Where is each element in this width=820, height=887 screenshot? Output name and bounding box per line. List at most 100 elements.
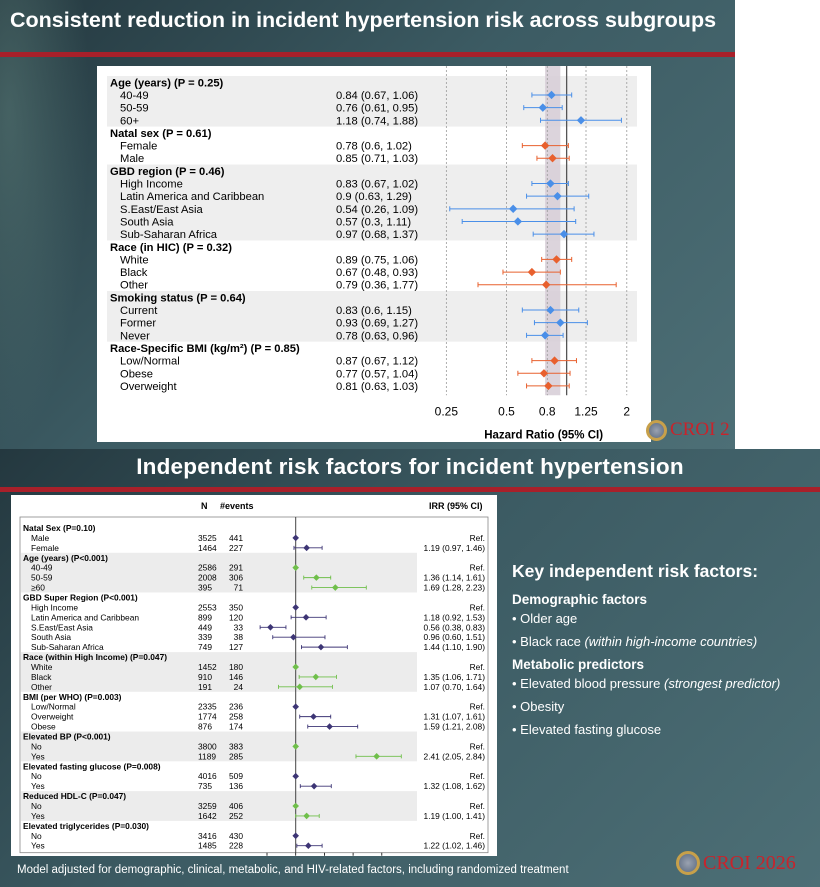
n-value: 4016 [198,771,217,781]
irr-ci-label: 1.07 (0.70, 1.64) [424,682,486,692]
estimate-marker [296,683,304,691]
subgroup-label: Obese [31,722,56,732]
subgroup-label: Latin America and Caribbean [31,612,139,622]
factor-section-title: Demographic factors [512,592,648,607]
n-value: 191 [198,682,212,692]
irr-ci-label: 1.36 (1.14, 1.61) [424,573,486,583]
n-value: 3525 [198,533,217,543]
estimate-marker [312,673,320,681]
hr-ci-label: 0.93 (0.69, 1.27) [336,318,418,330]
group-header: Race-Specific BMI (kg/m²) (P = 0.85) [110,343,300,355]
n-value: 2553 [198,602,217,612]
events-value: 350 [229,602,243,612]
events-value: 430 [229,831,243,841]
subgroup-label: South Asia [120,216,174,228]
irr-ci-label: 1.59 (1.21, 2.08) [424,722,486,732]
n-value: 1452 [198,662,217,672]
subgroup-label: High Income [31,602,78,612]
column-header-irr: IRR (95% CI) [429,501,483,511]
x-axis-title: Hazard Ratio (95% CI) [484,429,603,441]
group-header: Elevated fasting glucose (P=0.008) [23,761,161,771]
group-shading [21,652,417,692]
subgroup-label: Former [120,318,156,330]
subgroup-label: Low/Normal [120,356,180,368]
subgroup-label: High Income [120,179,183,191]
estimate-marker [553,191,562,201]
irr-ci-label: 0.56 (0.38, 0.83) [424,622,486,632]
key-factors-list: Key independent risk factors: Demographic… [512,561,812,745]
n-value: 2008 [198,573,217,583]
events-value: 127 [229,642,243,652]
estimate-marker [373,753,380,760]
x-tick-label: 1.25 [574,404,598,418]
subgroup-label: Overweight [31,712,74,722]
group-header: Race (within High Income) (P=0.047) [23,652,167,662]
events-value: 306 [229,573,243,583]
title-divider [0,487,820,492]
group-shading [21,552,417,593]
events-value: 120 [229,612,243,622]
events-value: 71 [234,583,244,593]
subgroup-label: S.East/East Asia [31,622,93,632]
estimate-marker [292,534,299,542]
subgroup-label: 50-59 [31,573,53,583]
subgroup-label: No [31,831,42,841]
subgroup-label: Other [120,280,148,292]
subgroup-label: Obese [120,368,153,380]
estimate-marker [544,381,553,391]
events-value: 228 [229,841,243,851]
subgroup-label: Female [120,141,157,153]
irr-ci-label: Ref. [470,831,485,841]
subgroup-label: Yes [31,841,45,851]
title-divider [0,52,735,57]
n-value: 3259 [198,801,217,811]
hr-ci-label: 0.84 (0.67, 1.06) [336,90,418,102]
subgroup-label: ≥60 [31,583,45,593]
irr-ci-label: 1.19 (1.00, 1.41) [424,811,486,821]
factor-item: • Elevated fasting glucose [512,722,812,737]
estimate-marker [303,812,310,820]
irr-ci-label: Ref. [470,771,485,781]
group-header: BMI (per WHO) (P=0.003) [23,692,122,702]
irr-ci-label: Ref. [470,662,485,672]
estimate-marker [559,229,569,239]
group-header: GBD Super Region (P<0.001) [23,592,138,602]
n-value: 2335 [198,702,217,712]
slide-title: Independent risk factors for incident hy… [136,454,684,479]
column-header-events: #events [220,501,254,511]
irr-ci-label: 1.19 (0.97, 1.46) [424,543,486,553]
hr-ci-label: 0.77 (0.57, 1.04) [336,368,418,380]
n-value: 735 [198,781,212,791]
group-header: Natal Sex (P=0.10) [23,523,96,533]
hr-ci-label: 0.57 (0.3, 1.11) [336,216,411,228]
factor-item-note: (within high-income countries) [584,634,758,649]
hr-ci-label: 1.18 (0.74, 1.88) [336,115,418,127]
hr-ci-label: 0.87 (0.67, 1.12) [336,356,418,368]
estimate-marker [292,663,299,671]
events-value: 136 [229,781,243,791]
events-value: 146 [229,672,243,682]
subgroup-label: Yes [31,751,45,761]
estimate-marker [576,116,586,125]
estimate-marker [302,614,310,621]
group-header: Elevated BP (P<0.001) [23,731,111,741]
hr-ci-label: 0.83 (0.67, 1.02) [336,179,418,191]
subgroup-label: Low/Normal [31,702,76,712]
events-value: 406 [229,801,243,811]
hr-ci-label: 0.76 (0.61, 0.95) [336,103,418,115]
subgroup-label: Female [31,543,59,553]
events-value: 258 [229,712,243,722]
group-header: Age (years) (P = 0.25) [110,77,224,89]
estimate-marker [556,318,565,327]
n-value: 3416 [198,831,217,841]
croi-logo-icon [676,851,700,875]
x-tick-label: 0.8 [539,404,556,418]
irr-ci-label: Ref. [470,602,485,612]
estimate-marker [292,564,299,571]
hr-ci-label: 0.54 (0.26, 1.09) [336,204,418,216]
subgroup-label: White [120,254,149,266]
events-value: 38 [234,632,244,642]
estimate-marker [541,280,551,289]
subgroup-label: Overweight [120,381,177,393]
x-tick-label: 2 [623,404,630,418]
